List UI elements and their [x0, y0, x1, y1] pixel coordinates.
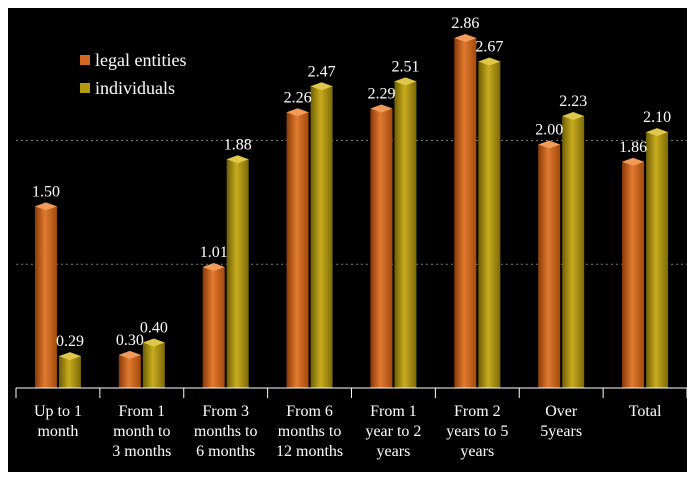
chart-frame: 1.50 0.30 1.01 2.26 2.29 2.86 2.00 1.86 0.29 0.40…	[8, 8, 687, 472]
bar-legal-entities	[34, 206, 57, 388]
value-label: 2.26	[284, 89, 312, 106]
x-tick-label: From 1 year to 2 years	[365, 403, 421, 460]
bar-cap	[286, 108, 309, 117]
x-tick-label: Over 5years	[540, 403, 582, 440]
value-label: 2.67	[475, 39, 503, 56]
bar-individuals	[646, 132, 669, 388]
legend-item-individuals: individuals	[80, 74, 186, 102]
legend-label-legal-entities: legal entities	[95, 50, 187, 70]
bar-cap	[454, 34, 477, 42]
gridlines	[16, 139, 687, 265]
x-axis	[15, 387, 687, 398]
value-labels: 1.50 0.30 1.01 2.26 2.29 2.86 2.00 1.86 0.29 0.40…	[32, 15, 671, 350]
bar-legal-entities	[286, 112, 309, 388]
value-label: 1.88	[224, 136, 252, 153]
legend-label-individuals: individuals	[95, 78, 175, 98]
bar-legal-entities	[370, 108, 393, 389]
bar-cap	[226, 155, 249, 164]
bar-individuals	[478, 61, 501, 388]
bar-cap	[478, 57, 501, 66]
bar-individuals	[58, 356, 81, 388]
bar-cap	[394, 77, 417, 86]
value-label: 2.10	[643, 109, 671, 126]
bar-legal-entities	[538, 144, 561, 388]
value-label: 1.86	[619, 139, 647, 156]
value-label: 2.23	[559, 93, 587, 110]
bar-cap	[118, 350, 141, 359]
bar-cap	[202, 262, 225, 271]
bars	[34, 34, 669, 389]
bar-legal-entities	[622, 161, 645, 388]
bar-individuals	[310, 86, 333, 388]
legend-item-legal-entities: legal entities	[80, 46, 186, 74]
value-label: 2.51	[391, 58, 419, 75]
legend-swatch-individuals	[80, 83, 90, 93]
bar-cap	[622, 157, 645, 166]
bar-cap	[310, 82, 333, 91]
bar-individuals	[226, 159, 249, 388]
bar-cap	[370, 104, 393, 113]
bar-cap	[142, 338, 165, 347]
bar-legal-entities	[454, 38, 477, 388]
value-label: 2.47	[308, 63, 336, 80]
bar-individuals	[142, 342, 165, 388]
value-label: 1.50	[32, 183, 60, 200]
value-label: 2.86	[451, 15, 479, 32]
value-label: 2.00	[535, 121, 563, 138]
bar-cap	[562, 111, 585, 120]
bar-cap	[538, 140, 561, 149]
x-tick-label: Total	[629, 403, 662, 420]
x-tick-label: Up to 1 month	[34, 403, 82, 440]
value-label: 0.40	[140, 319, 168, 336]
bar-individuals	[394, 81, 417, 388]
bar-legal-entities	[202, 266, 225, 388]
bar-cap	[34, 202, 57, 211]
value-label: 0.30	[116, 332, 144, 349]
value-label: 1.01	[200, 244, 228, 261]
x-tick-label: From 6 months to 12 months	[276, 403, 343, 460]
value-label: 2.29	[367, 86, 395, 103]
x-tick-labels: Up to 1 month From 1 month to 3 months From 3…	[34, 403, 662, 460]
legend: legal entities individuals	[80, 46, 186, 102]
bar-cap	[646, 128, 669, 137]
bar-cap	[58, 352, 81, 361]
legend-swatch-legal-entities	[80, 55, 90, 65]
bar-legal-entities	[118, 354, 141, 388]
x-tick-label: From 1 month to 3 months	[112, 403, 171, 460]
x-tick-label: From 2 years to 5 years	[446, 403, 508, 460]
x-tick-label: From 3 months to 6 months	[194, 403, 258, 460]
value-label: 0.29	[56, 333, 84, 350]
bar-chart: 1.50 0.30 1.01 2.26 2.29 2.86 2.00 1.86 0.29 0.40…	[15, 15, 687, 460]
bar-individuals	[562, 115, 585, 389]
